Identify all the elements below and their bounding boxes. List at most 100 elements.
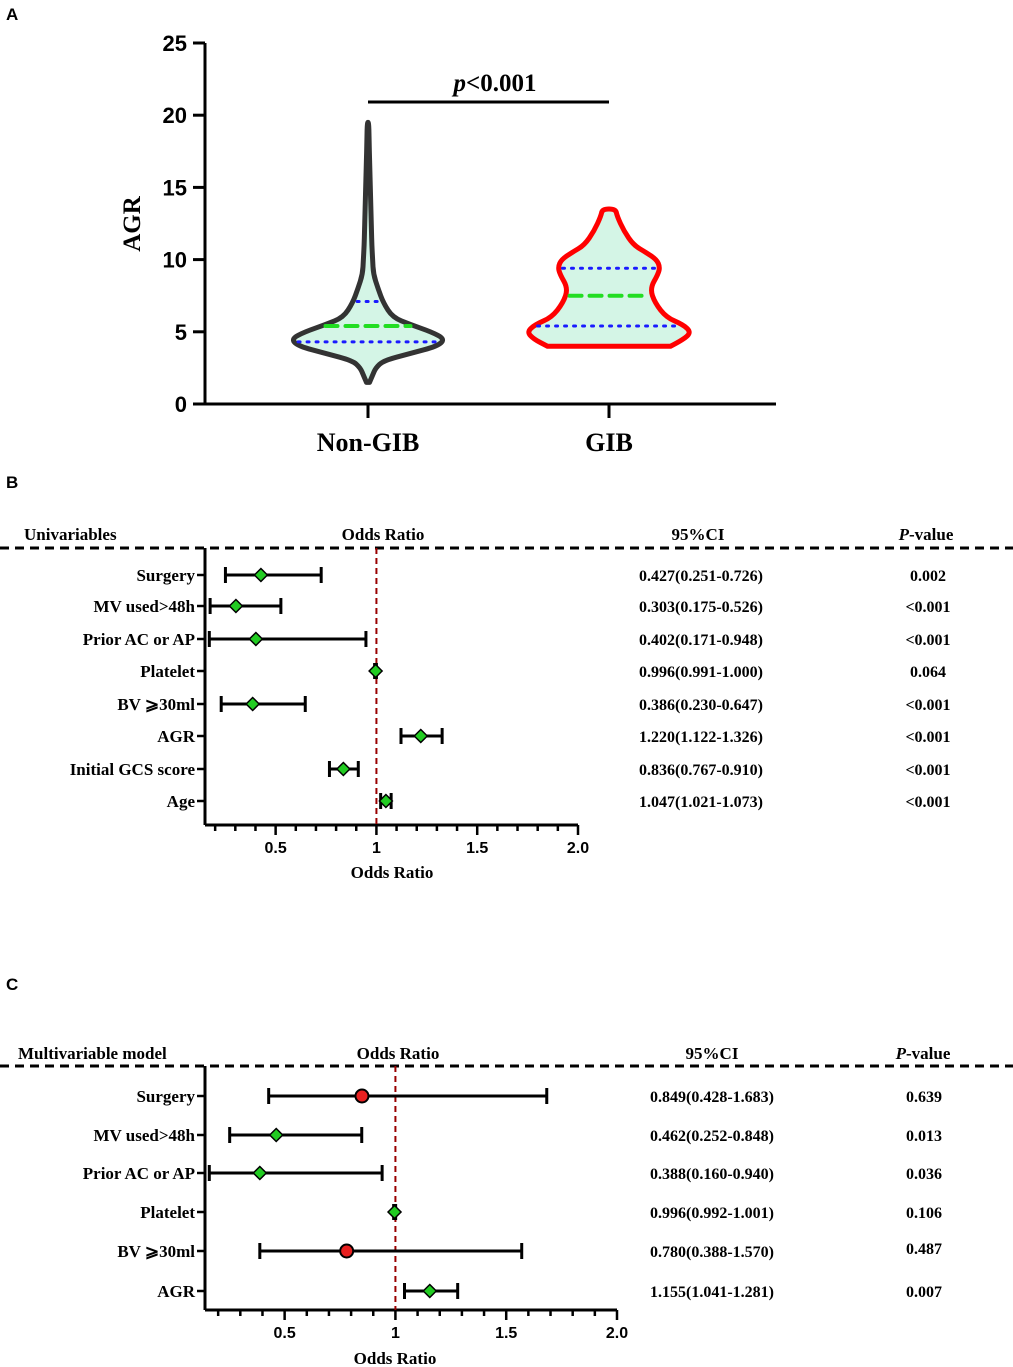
violin-layer bbox=[291, 119, 692, 385]
header-p-letter: P bbox=[895, 1044, 907, 1063]
y-tick-label: 10 bbox=[163, 248, 187, 273]
category-label-non-gib: Non-GIB bbox=[317, 428, 420, 457]
panel-letter-b: B bbox=[6, 473, 18, 492]
ci-value: 0.386(0.230-0.647) bbox=[639, 697, 763, 714]
y-axis-label: AGR bbox=[119, 195, 146, 252]
y-ticks: 0 5 10 15 20 25 bbox=[163, 31, 205, 417]
point-estimate-diamond bbox=[248, 631, 264, 647]
y-tick-label: 0 bbox=[175, 392, 187, 417]
header-ci-col: 95%CI bbox=[672, 525, 725, 544]
row-label: AGR bbox=[157, 1282, 196, 1301]
forest-marks: 0.5 1 1.5 2.0 Surgery 0.427(0.251-0.726) 0.002… bbox=[70, 548, 951, 857]
header-ci-col: 95%CI bbox=[686, 1044, 739, 1063]
p-value: <0.001 bbox=[905, 599, 950, 616]
point-estimate-diamond bbox=[378, 793, 394, 809]
p-value-text: <0.001 bbox=[466, 70, 537, 97]
y-tick-label: 5 bbox=[175, 320, 187, 345]
row-label: AGR bbox=[157, 727, 196, 746]
violin-gib bbox=[526, 206, 692, 349]
violin-panel: 0 5 10 15 20 25 AGR Non-GIB GIB p<0.001 bbox=[119, 31, 776, 457]
row-label: Surgery bbox=[136, 566, 195, 585]
p-value: <0.001 bbox=[905, 697, 950, 714]
p-value: 0.013 bbox=[906, 1128, 942, 1145]
x-tick-label: 1 bbox=[372, 840, 381, 857]
header-or-col: Odds Ratio bbox=[357, 1044, 440, 1063]
x-tick-label: 1.5 bbox=[495, 1325, 517, 1342]
ci-value: 1.047(1.021-1.073) bbox=[639, 794, 763, 811]
row-label: Platelet bbox=[140, 662, 195, 681]
p-value: 0.106 bbox=[906, 1205, 942, 1222]
header-or-col: Odds Ratio bbox=[342, 525, 425, 544]
ci-value: 0.402(0.171-0.948) bbox=[639, 632, 763, 649]
ci-value: 0.303(0.175-0.526) bbox=[639, 599, 763, 616]
point-estimate-diamond bbox=[228, 598, 244, 614]
p-value: <0.001 bbox=[905, 729, 950, 746]
y-tick-label: 25 bbox=[163, 31, 187, 56]
violin-non-gib bbox=[291, 119, 445, 385]
header-label-col: Univariables bbox=[24, 525, 117, 544]
p-value: <0.001 bbox=[905, 794, 950, 811]
header-p-letter: P bbox=[898, 525, 910, 544]
x-tick-label: 1.5 bbox=[466, 840, 488, 857]
ci-value: 0.462(0.252-0.848) bbox=[650, 1128, 774, 1145]
row-label: BV ⩾30ml bbox=[117, 1242, 195, 1261]
p-value: 0.036 bbox=[906, 1166, 942, 1183]
p-value: 0.064 bbox=[910, 664, 946, 681]
x-tick-label: 2.0 bbox=[567, 840, 589, 857]
x-tick-label: 0.5 bbox=[265, 840, 287, 857]
header-p-col: P-value bbox=[895, 1044, 951, 1063]
forest-panel-multivariable: Multivariable model Odds Ratio 95%CI P-v… bbox=[0, 1044, 1013, 1367]
panel-letter-c: C bbox=[6, 975, 18, 994]
p-value: 0.639 bbox=[906, 1089, 942, 1106]
p-symbol: p bbox=[452, 70, 467, 97]
p-value: <0.001 bbox=[905, 632, 950, 649]
row-label: Platelet bbox=[140, 1203, 195, 1222]
point-estimate-diamond bbox=[413, 728, 429, 744]
category-label-gib: GIB bbox=[585, 428, 633, 457]
header-p-col: P-value bbox=[898, 525, 954, 544]
x-axis-label: Odds Ratio bbox=[351, 863, 434, 882]
x-tick-label: 1 bbox=[391, 1325, 400, 1342]
row-label: Prior AC or AP bbox=[83, 630, 195, 649]
point-estimate-diamond bbox=[386, 1204, 403, 1220]
p-value: 0.002 bbox=[910, 568, 946, 585]
p-value: 0.487 bbox=[906, 1241, 942, 1258]
row-label: Age bbox=[167, 792, 196, 811]
point-estimate-diamond bbox=[245, 696, 261, 712]
panel-letter-a: A bbox=[6, 5, 18, 24]
p-value: <0.001 bbox=[905, 762, 950, 779]
ci-value: 0.780(0.388-1.570) bbox=[650, 1244, 774, 1261]
header-p-suffix: -value bbox=[909, 525, 954, 544]
x-tick-label: 0.5 bbox=[274, 1325, 296, 1342]
ci-value: 0.996(0.992-1.001) bbox=[650, 1205, 774, 1222]
row-label: BV ⩾30ml bbox=[117, 695, 195, 714]
row-label: Initial GCS score bbox=[70, 760, 196, 779]
ci-value: 0.836(0.767-0.910) bbox=[639, 762, 763, 779]
ci-value: 0.388(0.160-0.940) bbox=[650, 1166, 774, 1183]
row-label: MV used>48h bbox=[94, 1126, 196, 1145]
forest-panel-univariable: Univariables Odds Ratio 95%CI P-value 0.… bbox=[0, 525, 1013, 882]
point-estimate-circle bbox=[354, 1088, 370, 1104]
point-estimate-diamond bbox=[253, 567, 269, 583]
ci-value: 1.220(1.122-1.326) bbox=[639, 729, 763, 746]
point-estimate-diamond bbox=[422, 1283, 438, 1299]
ci-value: 0.849(0.428-1.683) bbox=[650, 1089, 774, 1106]
header-p-suffix: -value bbox=[906, 1044, 951, 1063]
point-estimate-diamond bbox=[252, 1165, 268, 1181]
point-estimate-diamond bbox=[335, 761, 351, 777]
ci-value: 1.155(1.041-1.281) bbox=[650, 1284, 774, 1301]
p-value-annotation: p<0.001 bbox=[452, 70, 537, 97]
x-axis-label: Odds Ratio bbox=[354, 1349, 437, 1367]
point-estimate-diamond bbox=[268, 1127, 284, 1143]
forest-marks: 0.5 1 1.5 2.0 Surgery 0.849(0.428-1.683) 0.639… bbox=[83, 1066, 942, 1342]
row-label: Prior AC or AP bbox=[83, 1164, 195, 1183]
y-tick-label: 15 bbox=[163, 175, 187, 200]
point-estimate-circle bbox=[339, 1243, 355, 1259]
row-label: MV used>48h bbox=[94, 597, 196, 616]
header-label-col: Multivariable model bbox=[18, 1044, 167, 1063]
ci-value: 0.427(0.251-0.726) bbox=[639, 568, 763, 585]
row-label: Surgery bbox=[136, 1087, 195, 1106]
point-estimate-diamond bbox=[368, 663, 384, 679]
x-tick-label: 2.0 bbox=[606, 1325, 628, 1342]
